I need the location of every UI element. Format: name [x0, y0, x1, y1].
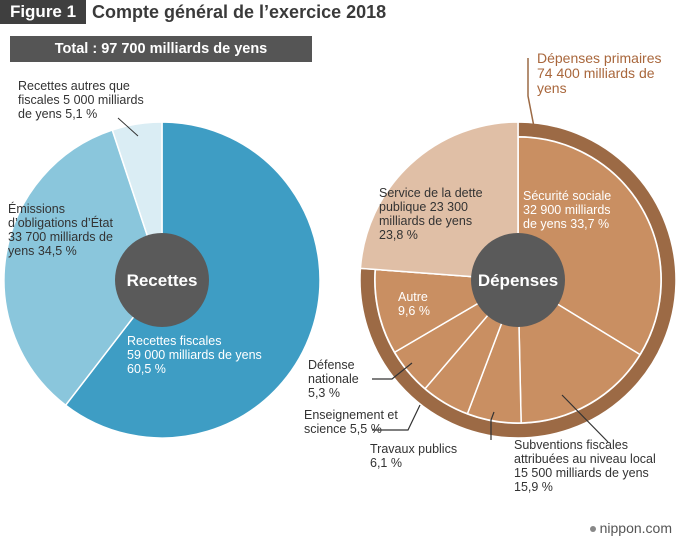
label-line: 5,3 %	[308, 386, 340, 400]
label-line: 6,1 %	[370, 456, 402, 470]
label-line: fiscales 5 000 milliards	[18, 93, 144, 107]
label-travaux: Travaux publics 6,1 %	[370, 442, 457, 470]
source-text: nippon.com	[599, 520, 672, 536]
label-service-dette: Service de la dette publique 23 300 millia…	[379, 186, 483, 242]
label-line: Autre	[398, 290, 428, 304]
label-line: 60,5 %	[127, 362, 166, 376]
label-line: 74 400 milliards de	[537, 65, 655, 81]
label-recettes-autres: Recettes autres que fiscales 5 000 millia…	[18, 79, 144, 121]
source-logo: nippon.com	[589, 520, 672, 536]
leader-defense	[372, 362, 413, 380]
label-depenses-primaires: Dépenses primaires 74 400 milliards de yen…	[537, 51, 662, 96]
label-line: yens 34,5 %	[8, 244, 77, 258]
total-banner: Total : 97 700 milliards de yens	[10, 36, 312, 62]
label-line: de yens 33,7 %	[523, 217, 610, 231]
label-line: Recettes fiscales	[127, 334, 222, 348]
label-line: yens	[537, 80, 567, 96]
label-line: Sécurité sociale	[523, 189, 612, 203]
leader-enseignement	[372, 404, 421, 431]
center-disc-depenses	[471, 233, 565, 327]
label-autre: Autre 9,6 %	[398, 290, 430, 318]
label-enseignement: Enseignement et science 5,5 %	[304, 408, 398, 436]
label-line: milliards de yens	[379, 214, 473, 228]
slice-service-dette-outer	[359, 121, 519, 281]
label-emissions: Émissions d’obligations d’État 33 700 mill…	[8, 202, 113, 258]
label-line: Service de la dette	[379, 186, 483, 200]
label-line: de yens 5,1 %	[18, 107, 98, 121]
label-line: 32 900 milliards	[523, 203, 611, 217]
label-line: publique 23 300	[379, 200, 468, 214]
label-line: Recettes autres que	[18, 79, 130, 93]
label-defense: Défense nationale 5,3 %	[308, 358, 359, 400]
center-disc-recettes	[115, 233, 209, 327]
nippon-mark-icon	[589, 526, 596, 533]
label-line: Émissions	[8, 202, 65, 216]
label-line: science 5,5 %	[304, 422, 382, 436]
label-line: 23,8 %	[379, 228, 418, 242]
label-line: 15 500 milliards de yens	[514, 466, 649, 480]
label-line: 59 000 milliards de yens	[127, 348, 262, 362]
label-subventions: Subventions fiscales attribuées au niveau…	[514, 438, 656, 494]
leader-subventions	[561, 394, 609, 443]
label-line: 9,6 %	[398, 304, 430, 318]
figure-badge: Figure 1	[0, 0, 86, 24]
leader-travaux	[490, 411, 495, 440]
slice-emissions-d-obligations-d-etat	[3, 129, 163, 407]
figure-title: Compte général de l’exercice 2018	[92, 2, 387, 22]
label-line: 15,9 %	[514, 480, 553, 494]
center-label-depenses: Dépenses	[478, 271, 558, 290]
label-line: nationale	[308, 372, 359, 386]
label-line: Enseignement et	[304, 408, 398, 422]
label-securite-sociale: Sécurité sociale 32 900 milliards de yens …	[523, 189, 611, 231]
leader-depenses-primaires	[527, 58, 536, 133]
label-line: attribuées au niveau local	[514, 452, 656, 466]
label-line: d’obligations d’État	[8, 216, 113, 230]
leader-recettes-autres	[117, 117, 139, 137]
center-label-recettes: Recettes	[127, 271, 198, 290]
label-line: Défense	[308, 358, 355, 372]
label-recettes-fiscales: Recettes fiscales 59 000 milliards de yen…	[127, 334, 262, 376]
label-line: Subventions fiscales	[514, 438, 628, 452]
label-line: Dépenses primaires	[537, 50, 662, 66]
label-line: 33 700 milliards de	[8, 230, 113, 244]
label-line: Travaux publics	[370, 442, 458, 456]
